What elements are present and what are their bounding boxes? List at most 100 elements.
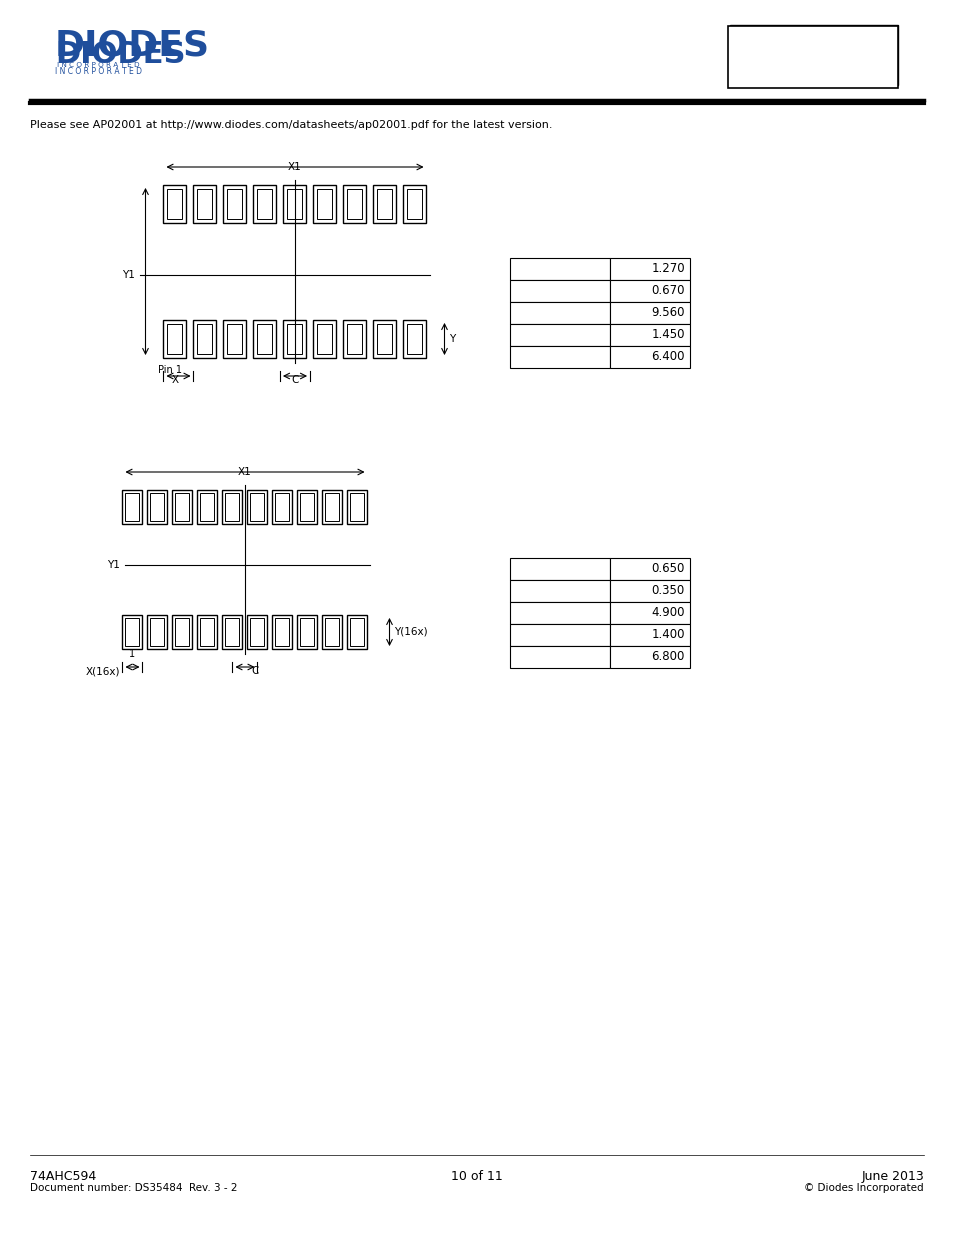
- Bar: [350, 493, 364, 521]
- Text: 0.350: 0.350: [651, 584, 684, 598]
- Bar: [325, 618, 339, 646]
- Bar: [609, 303, 689, 324]
- Bar: [122, 490, 142, 524]
- Text: 1.400: 1.400: [651, 629, 684, 641]
- Bar: [197, 189, 213, 219]
- Bar: [322, 615, 342, 650]
- Text: Please see AP02001 at http://www.diodes.com/datasheets/ap02001.pdf for the lates: Please see AP02001 at http://www.diodes.…: [30, 120, 552, 130]
- Text: Document number: DS35484  Rev. 3 - 2: Document number: DS35484 Rev. 3 - 2: [30, 1183, 237, 1193]
- Text: 6.400: 6.400: [651, 351, 684, 363]
- Bar: [168, 189, 182, 219]
- Text: C: C: [251, 666, 258, 676]
- Text: 74AHC594: 74AHC594: [30, 1170, 96, 1183]
- Bar: [200, 493, 214, 521]
- Bar: [407, 324, 422, 354]
- Bar: [251, 618, 264, 646]
- Bar: [350, 618, 364, 646]
- Bar: [253, 320, 276, 358]
- Bar: [148, 615, 168, 650]
- Text: Y: Y: [449, 333, 456, 345]
- Text: 9.560: 9.560: [651, 306, 684, 320]
- Text: 0.670: 0.670: [651, 284, 684, 298]
- Text: Pin 1: Pin 1: [158, 366, 182, 375]
- Text: 0.650: 0.650: [651, 562, 684, 576]
- Bar: [193, 185, 216, 224]
- Text: Y(16x): Y(16x): [395, 627, 428, 637]
- Bar: [283, 185, 306, 224]
- Bar: [729, 25, 897, 85]
- Bar: [347, 490, 367, 524]
- Bar: [322, 490, 342, 524]
- Text: Y1: Y1: [107, 559, 120, 571]
- Bar: [273, 615, 293, 650]
- Text: June 2013: June 2013: [861, 1170, 923, 1183]
- Bar: [225, 493, 239, 521]
- Bar: [314, 320, 336, 358]
- Bar: [283, 320, 306, 358]
- Bar: [609, 601, 689, 624]
- Bar: [510, 646, 609, 668]
- Bar: [197, 490, 217, 524]
- Bar: [510, 324, 609, 346]
- Bar: [275, 618, 289, 646]
- Bar: [227, 189, 242, 219]
- Text: C: C: [291, 375, 298, 385]
- Bar: [163, 185, 186, 224]
- Bar: [609, 646, 689, 668]
- Bar: [377, 324, 392, 354]
- Bar: [510, 258, 609, 280]
- Bar: [609, 258, 689, 280]
- Bar: [317, 189, 333, 219]
- Bar: [287, 189, 302, 219]
- Bar: [151, 493, 164, 521]
- Text: 1.450: 1.450: [651, 329, 684, 342]
- Bar: [287, 324, 302, 354]
- Bar: [403, 320, 426, 358]
- Bar: [253, 185, 276, 224]
- Bar: [374, 320, 396, 358]
- Bar: [247, 490, 267, 524]
- Bar: [222, 615, 242, 650]
- Bar: [297, 490, 317, 524]
- Text: I N C O R P O R A T E D: I N C O R P O R A T E D: [57, 62, 139, 68]
- Text: X1: X1: [238, 467, 252, 477]
- Bar: [163, 320, 186, 358]
- Bar: [727, 26, 897, 88]
- Bar: [168, 324, 182, 354]
- Bar: [347, 189, 362, 219]
- Bar: [377, 189, 392, 219]
- Bar: [325, 493, 339, 521]
- Bar: [343, 320, 366, 358]
- Bar: [510, 601, 609, 624]
- Text: 4.900: 4.900: [651, 606, 684, 620]
- Bar: [510, 580, 609, 601]
- Bar: [343, 185, 366, 224]
- Bar: [126, 618, 139, 646]
- Bar: [609, 324, 689, 346]
- Bar: [510, 280, 609, 303]
- Bar: [510, 303, 609, 324]
- Bar: [609, 280, 689, 303]
- Bar: [609, 580, 689, 601]
- Bar: [510, 558, 609, 580]
- Bar: [347, 615, 367, 650]
- Text: © Diodes Incorporated: © Diodes Incorporated: [803, 1183, 923, 1193]
- Text: I N C O R P O R A T E D: I N C O R P O R A T E D: [55, 67, 142, 77]
- Bar: [273, 490, 293, 524]
- Bar: [175, 618, 190, 646]
- Bar: [510, 346, 609, 368]
- Bar: [197, 615, 217, 650]
- Text: 1: 1: [130, 650, 135, 659]
- Bar: [407, 189, 422, 219]
- Bar: [297, 615, 317, 650]
- Text: X: X: [172, 375, 178, 385]
- Bar: [175, 493, 190, 521]
- Bar: [275, 493, 289, 521]
- Text: X1: X1: [288, 162, 301, 172]
- Bar: [227, 324, 242, 354]
- Text: DIODES: DIODES: [55, 28, 210, 62]
- Bar: [151, 618, 164, 646]
- Text: DIODES: DIODES: [55, 40, 185, 69]
- Bar: [317, 324, 333, 354]
- Bar: [172, 615, 193, 650]
